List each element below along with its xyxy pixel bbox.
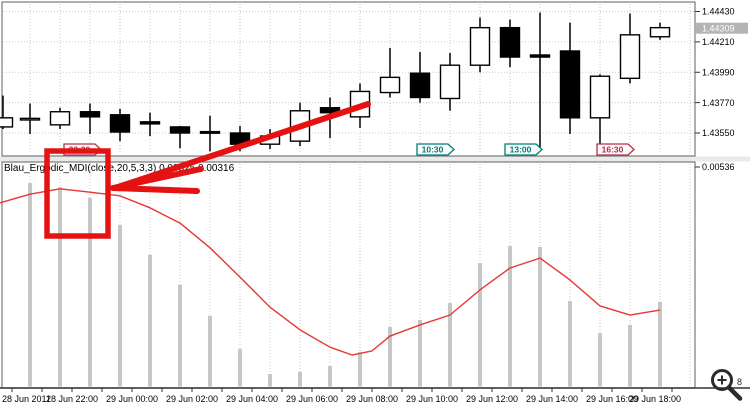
indicator-line xyxy=(0,188,661,356)
session-marker-label: 13:00 xyxy=(510,145,532,155)
histogram-bar xyxy=(88,197,92,387)
histogram-bar xyxy=(178,284,182,387)
candle-body-up xyxy=(589,75,611,119)
time-axis-label: 29 Jun 00:00 xyxy=(106,394,158,404)
price-tick-label: 1.43550 xyxy=(702,128,735,138)
histogram-bar xyxy=(538,246,542,387)
candle-body-up xyxy=(49,111,71,126)
candle-body-up xyxy=(289,110,311,142)
session-marker-label: 22:30 xyxy=(69,145,91,155)
histogram-bar xyxy=(148,254,152,387)
candle-body-up xyxy=(19,117,41,121)
histogram-bar xyxy=(418,319,422,387)
indicator-label: Blau_Ergodic_MDI(close,20,5,3,3) 0.00325… xyxy=(4,163,235,174)
candle-body-up xyxy=(469,26,491,66)
session-marker-flag xyxy=(416,143,455,156)
time-axis-label: 29 Jun 18:00 xyxy=(629,394,681,404)
histogram-bar xyxy=(28,183,32,387)
histogram-bar xyxy=(358,352,362,387)
candle-body-down xyxy=(559,50,581,119)
histogram-bar xyxy=(208,315,212,387)
candle-body-down xyxy=(109,114,131,133)
candle-body-up xyxy=(379,76,401,94)
price-tick-label: 1.44210 xyxy=(702,37,735,47)
histogram-bar xyxy=(238,348,242,387)
histogram-bar xyxy=(298,371,302,387)
candle-body-down xyxy=(139,121,161,125)
histogram-bar xyxy=(448,303,452,387)
histogram-bar xyxy=(58,187,62,387)
histogram-bar xyxy=(118,225,122,387)
histogram-bar xyxy=(478,263,482,387)
session-marker-label: 10:30 xyxy=(422,145,444,155)
candle-body-up xyxy=(0,117,14,128)
session-marker-flag xyxy=(504,143,543,156)
histogram-bar xyxy=(598,333,602,387)
price-tick-label: 1.44430 xyxy=(702,7,735,17)
time-axis-label: 28 Jun 2011 xyxy=(2,394,51,404)
histogram-bar xyxy=(658,301,662,387)
candle-body-down xyxy=(79,111,101,118)
current-price-box xyxy=(696,22,748,34)
candle-body-down xyxy=(169,126,191,134)
candle-body-up xyxy=(649,26,671,38)
histogram-bar xyxy=(328,366,332,387)
panel-divider xyxy=(0,156,750,162)
session-marker-flag xyxy=(596,143,635,156)
candle-body-up xyxy=(259,135,281,145)
histogram-bar xyxy=(508,246,512,387)
time-axis-label: 29 Jun 04:00 xyxy=(226,394,278,404)
current-price-label: 1.44309 xyxy=(702,23,735,33)
time-axis-label: 29 Jun 16:00 xyxy=(586,394,638,404)
price-tick-label: 1.43990 xyxy=(702,67,735,77)
candle-body-down xyxy=(199,130,221,134)
time-axis-label: 29 Jun 10:00 xyxy=(406,394,458,404)
time-axis-label: 29 Jun 08:00 xyxy=(346,394,398,404)
price-tick-label: 1.43770 xyxy=(702,98,735,108)
candle-body-down xyxy=(529,54,551,58)
candle-body-down xyxy=(319,107,341,114)
histogram-bar xyxy=(628,324,632,387)
candle-body-down xyxy=(409,72,431,99)
time-axis-label: 28 Jun 22:00 xyxy=(46,394,98,404)
histogram-bar xyxy=(268,373,272,387)
session-marker-label: 16:30 xyxy=(602,145,624,155)
candle-body-down xyxy=(499,26,521,58)
candle-body-up xyxy=(619,34,641,80)
indicator-scale-label: 0.00536 xyxy=(702,162,735,172)
histogram-bar xyxy=(568,301,572,387)
histogram-bar xyxy=(388,326,392,387)
time-axis-label: 29 Jun 06:00 xyxy=(286,394,338,404)
candle-body-up xyxy=(349,90,371,118)
time-axis-label: 29 Jun 14:00 xyxy=(526,394,578,404)
time-axis-label: 29 Jun 02:00 xyxy=(166,394,218,404)
candle-body-up xyxy=(439,64,461,100)
time-axis-label: 29 Jun 12:00 xyxy=(466,394,518,404)
candle-body-down xyxy=(229,132,251,145)
